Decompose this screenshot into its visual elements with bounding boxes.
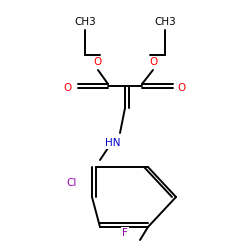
Text: CH3: CH3 <box>74 17 96 27</box>
Text: O: O <box>149 57 157 67</box>
Text: F: F <box>122 228 128 238</box>
Text: Cl: Cl <box>67 178 77 188</box>
Text: CH3: CH3 <box>154 17 176 27</box>
Text: O: O <box>94 57 102 67</box>
Text: HN: HN <box>105 138 121 148</box>
Text: O: O <box>64 83 72 93</box>
Text: O: O <box>178 83 186 93</box>
